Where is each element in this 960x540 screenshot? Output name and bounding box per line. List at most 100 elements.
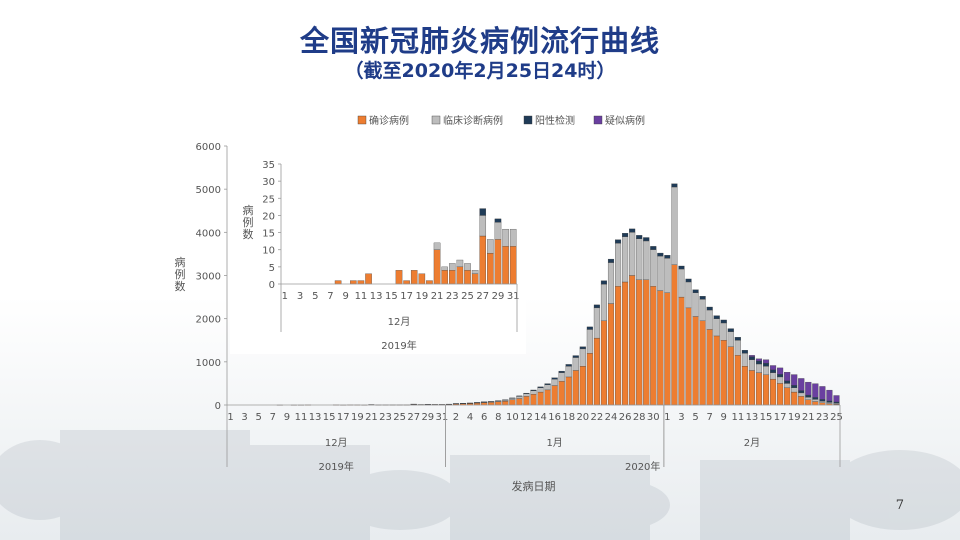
bar-segment-0-02-12	[741, 365, 748, 406]
bar-segment-0-12-08	[334, 280, 342, 285]
bar-segment-1-02-09	[720, 322, 727, 341]
x-tick-label: 19	[351, 412, 364, 423]
bar-segment-0-01-13	[530, 394, 537, 406]
bar-segment-0-02-19	[791, 391, 798, 406]
bar-segment-3-02-13	[748, 355, 755, 357]
bar-segment-0-02-01	[664, 292, 671, 406]
bar-segment-1-02-01	[664, 258, 671, 293]
x-tick-label: 7	[327, 291, 333, 302]
x-tick-label: 25	[830, 412, 843, 423]
bar-segment-0-02-03	[678, 296, 685, 406]
bar-segment-2-01-26	[622, 233, 629, 237]
x-tick-label: 21	[365, 412, 378, 423]
bar-segment-0-12-24	[456, 266, 464, 285]
campus-building-watermark	[0, 430, 960, 540]
x-tick-label: 3	[297, 291, 303, 302]
x-tick-label: 17	[337, 412, 350, 423]
bar-segment-0-12-30	[502, 246, 509, 285]
bar-segment-2-02-01	[664, 255, 671, 259]
bar-segment-0-02-18	[784, 387, 791, 406]
bar-segment-1-01-16	[551, 378, 558, 386]
bar-segment-1-01-14	[537, 387, 544, 393]
y-tick-label: 30	[262, 177, 275, 188]
x-tick-label: 28	[633, 412, 646, 423]
bar-segment-0-12-11	[357, 280, 365, 285]
x-tick-label: 1	[664, 412, 670, 423]
y-tick-label: 6000	[196, 142, 221, 153]
bar-segment-1-02-22	[812, 399, 819, 402]
bar-segment-1-01-29	[643, 240, 650, 280]
bar-segment-0-02-15	[762, 374, 770, 406]
year-label: 2019年	[318, 460, 353, 473]
y-tick-label: 1000	[196, 358, 221, 369]
bar-segment-0-01-30	[650, 286, 657, 406]
x-tick-label: 15	[323, 412, 336, 423]
bar-segment-3-02-18	[784, 372, 791, 381]
bar-segment-1-02-21	[805, 397, 812, 400]
x-tick-label: 17	[774, 412, 787, 423]
bar-segment-0-12-23	[449, 270, 456, 285]
slide-subtitle: （截至2020年2月25日24时）	[344, 60, 616, 82]
bar-segment-0-01-18	[565, 376, 572, 406]
month-label: 2月	[744, 437, 760, 449]
bar-segment-2-02-16	[770, 369, 777, 373]
bar-segment-0-01-12	[523, 396, 530, 406]
bar-segment-1-01-17	[558, 372, 565, 382]
bar-segment-2-02-22	[812, 397, 819, 400]
bar-segment-2-02-13	[748, 356, 755, 360]
x-tick-label: 11	[731, 412, 744, 423]
x-tick-label: 12	[520, 412, 533, 423]
bar-segment-2-02-24	[826, 400, 833, 403]
x-tick-label: 24	[605, 412, 618, 423]
bar-segment-1-01-31	[657, 255, 664, 291]
bar-segment-0-02-21	[805, 399, 812, 406]
bar-segment-1-12-25	[464, 263, 471, 271]
x-tick-label: 22	[591, 412, 604, 423]
x-tick-label: 27	[407, 412, 420, 423]
y-tick-label: 5	[269, 263, 275, 274]
x-tick-label: 8	[495, 412, 501, 423]
bar-segment-1-02-06	[699, 299, 706, 321]
bar-segment-1-02-08	[713, 318, 720, 337]
x-tick-label: 2	[453, 412, 459, 423]
bar-segment-3-02-19	[791, 374, 798, 386]
bar-segment-0-01-21	[586, 353, 593, 406]
bar-segment-2-02-05	[692, 289, 699, 293]
bar-segment-1-12-22	[441, 266, 448, 271]
bar-segment-0-01-22	[593, 337, 600, 406]
year-label: 2019年	[381, 339, 416, 352]
bar-segment-0-02-17	[777, 383, 784, 406]
x-tick-label: 14	[534, 412, 547, 423]
x-tick-label: 3	[678, 412, 684, 423]
bar-segment-0-01-23	[600, 320, 608, 406]
bar-segment-2-02-23	[819, 399, 826, 402]
bar-segment-0-12-10	[350, 280, 357, 285]
bar-segment-2-01-29	[643, 237, 650, 242]
bar-segment-0-12-18	[410, 270, 418, 285]
bar-segment-2-01-27	[629, 228, 636, 233]
x-tick-label: 30	[647, 412, 660, 423]
bar-segment-0-12-25	[464, 270, 471, 285]
bar-segment-1-01-26	[622, 236, 629, 283]
bar-segment-1-02-14	[755, 363, 763, 373]
legend-swatch	[357, 115, 367, 125]
bar-segment-2-01-22	[593, 304, 600, 309]
x-tick-label: 13	[370, 291, 383, 302]
bar-segment-0-01-09	[502, 400, 509, 406]
bar-segment-0-12-12	[365, 273, 372, 285]
bar-segment-2-12-27	[479, 208, 487, 216]
x-tick-label: 26	[619, 412, 632, 423]
bar-segment-0-01-26	[622, 281, 629, 406]
x-tick-label: 1	[227, 412, 233, 423]
x-tick-label: 29	[492, 291, 505, 302]
bar-segment-0-01-24	[607, 303, 615, 406]
y-tick-label: 35	[262, 160, 275, 171]
y-tick-label: 4000	[196, 228, 221, 239]
bar-segment-1-02-12	[741, 353, 748, 367]
x-tick-label: 13	[746, 412, 759, 423]
bar-segment-2-01-12	[523, 392, 530, 394]
bar-segment-1-12-21	[433, 242, 441, 250]
bar-segment-0-12-17	[403, 280, 410, 285]
bar-segment-3-02-15	[762, 359, 770, 364]
